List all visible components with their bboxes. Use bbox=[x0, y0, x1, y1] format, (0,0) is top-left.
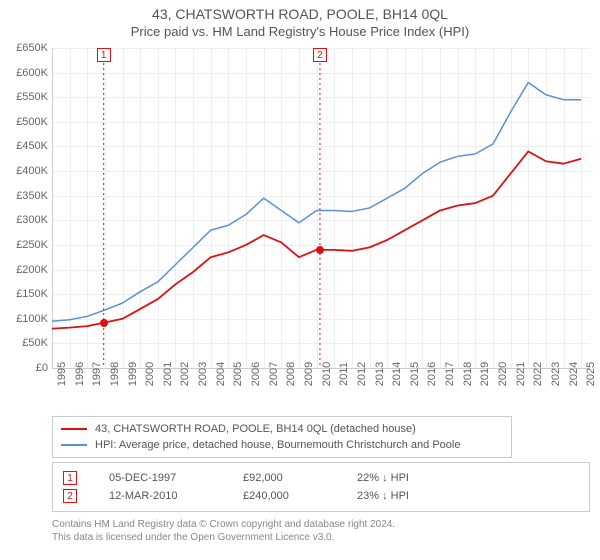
sale-delta: 22% ↓ HPI bbox=[357, 472, 409, 484]
chart-svg bbox=[52, 48, 590, 368]
sale-badge: 1 bbox=[63, 471, 77, 485]
chart-title: 43, CHATSWORTH ROAD, POOLE, BH14 0QL bbox=[0, 0, 600, 22]
data-point-marker bbox=[100, 319, 108, 327]
footer-line-2: This data is licensed under the Open Gov… bbox=[52, 531, 395, 544]
x-tick-label: 2012 bbox=[356, 362, 368, 386]
x-tick-label: 2020 bbox=[497, 362, 509, 386]
series-line-property bbox=[52, 151, 581, 328]
x-tick-label: 2008 bbox=[285, 362, 297, 386]
x-tick-label: 2009 bbox=[303, 362, 315, 386]
y-tick-label: £150K bbox=[2, 288, 48, 300]
x-tick-label: 2011 bbox=[338, 362, 350, 386]
y-tick-label: £300K bbox=[2, 214, 48, 226]
data-point-marker bbox=[316, 246, 324, 254]
y-tick-label: £500K bbox=[2, 116, 48, 128]
sale-date: 12-MAR-2010 bbox=[109, 490, 219, 502]
sale-row: 2 12-MAR-2010 £240,000 23% ↓ HPI bbox=[63, 487, 579, 505]
legend-item: HPI: Average price, detached house, Bour… bbox=[61, 437, 503, 453]
legend-swatch bbox=[61, 428, 87, 430]
sale-row: 1 05-DEC-1997 £92,000 22% ↓ HPI bbox=[63, 469, 579, 487]
x-tick-label: 1998 bbox=[109, 362, 121, 386]
x-tick-label: 1995 bbox=[56, 362, 68, 386]
x-tick-label: 2001 bbox=[162, 362, 174, 386]
footer-note: Contains HM Land Registry data © Crown c… bbox=[52, 518, 395, 544]
x-tick-label: 2021 bbox=[515, 362, 527, 386]
x-tick-label: 2015 bbox=[409, 362, 421, 386]
y-tick-label: £550K bbox=[2, 91, 48, 103]
footer-line-1: Contains HM Land Registry data © Crown c… bbox=[52, 518, 395, 531]
x-tick-label: 2018 bbox=[462, 362, 474, 386]
x-tick-label: 2013 bbox=[374, 362, 386, 386]
x-tick-label: 1997 bbox=[91, 362, 103, 386]
x-tick-label: 2007 bbox=[268, 362, 280, 386]
y-tick-label: £0 bbox=[2, 362, 48, 374]
x-tick-label: 2019 bbox=[479, 362, 491, 386]
legend-label: 43, CHATSWORTH ROAD, POOLE, BH14 0QL (de… bbox=[95, 423, 416, 435]
y-tick-label: £650K bbox=[2, 42, 48, 54]
sale-date: 05-DEC-1997 bbox=[109, 472, 219, 484]
x-tick-label: 2005 bbox=[232, 362, 244, 386]
x-tick-label: 2016 bbox=[426, 362, 438, 386]
x-tick-label: 2017 bbox=[444, 362, 456, 386]
x-tick-label: 2024 bbox=[568, 362, 580, 386]
sales-table: 1 05-DEC-1997 £92,000 22% ↓ HPI 2 12-MAR-2010… bbox=[52, 462, 590, 512]
x-tick-label: 2014 bbox=[391, 362, 403, 386]
y-tick-label: £400K bbox=[2, 165, 48, 177]
x-tick-label: 2004 bbox=[215, 362, 227, 386]
x-tick-label: 1996 bbox=[74, 362, 86, 386]
sale-price: £240,000 bbox=[243, 490, 333, 502]
x-tick-label: 2022 bbox=[532, 362, 544, 386]
legend: 43, CHATSWORTH ROAD, POOLE, BH14 0QL (de… bbox=[52, 416, 512, 458]
x-tick-label: 2023 bbox=[550, 362, 562, 386]
y-tick-label: £250K bbox=[2, 239, 48, 251]
x-tick-label: 2000 bbox=[144, 362, 156, 386]
x-tick-label: 2006 bbox=[250, 362, 262, 386]
event-badge: 1 bbox=[97, 48, 111, 62]
y-tick-label: £100K bbox=[2, 313, 48, 325]
y-tick-label: £350K bbox=[2, 190, 48, 202]
series-line-hpi bbox=[52, 82, 581, 321]
y-tick-label: £600K bbox=[2, 67, 48, 79]
y-tick-label: £50K bbox=[2, 337, 48, 349]
event-badge: 2 bbox=[313, 48, 327, 62]
x-tick-label: 2002 bbox=[179, 362, 191, 386]
legend-item: 43, CHATSWORTH ROAD, POOLE, BH14 0QL (de… bbox=[61, 421, 503, 437]
chart-subtitle: Price paid vs. HM Land Registry's House … bbox=[0, 22, 600, 43]
x-tick-label: 1999 bbox=[127, 362, 139, 386]
legend-swatch bbox=[61, 444, 87, 446]
plot-area bbox=[52, 48, 590, 368]
legend-label: HPI: Average price, detached house, Bour… bbox=[95, 439, 460, 451]
chart-container: 43, CHATSWORTH ROAD, POOLE, BH14 0QL Pri… bbox=[0, 0, 600, 560]
y-tick-label: £200K bbox=[2, 264, 48, 276]
sale-delta: 23% ↓ HPI bbox=[357, 490, 409, 502]
x-tick-label: 2010 bbox=[321, 362, 333, 386]
x-tick-label: 2025 bbox=[585, 362, 597, 386]
y-tick-label: £450K bbox=[2, 140, 48, 152]
x-tick-label: 2003 bbox=[197, 362, 209, 386]
sale-badge: 2 bbox=[63, 489, 77, 503]
sale-price: £92,000 bbox=[243, 472, 333, 484]
